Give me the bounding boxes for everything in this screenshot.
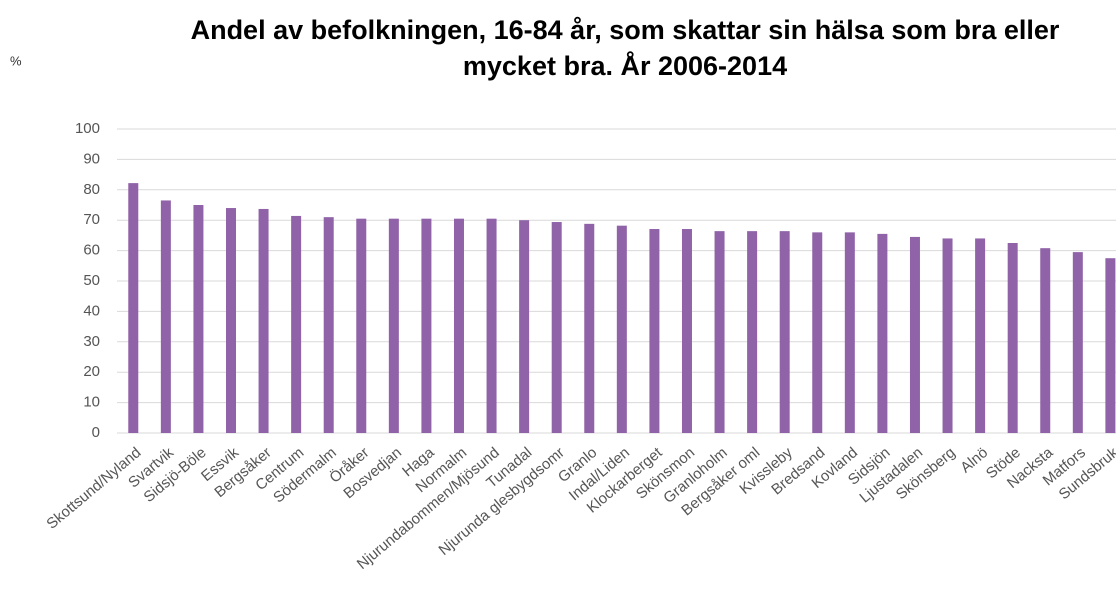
bar (1007, 243, 1018, 433)
chart-title: Andel av befolkningen, 16-84 år, som ska… (190, 15, 1060, 81)
bar (356, 218, 367, 433)
bar (584, 223, 595, 433)
bar (714, 231, 725, 433)
bar (388, 218, 399, 433)
bar (258, 208, 269, 433)
bar (649, 229, 660, 433)
bar (747, 231, 758, 433)
bar (551, 222, 562, 433)
y-tick-label: 0 (92, 424, 100, 441)
y-unit-label: % (10, 53, 22, 68)
bar (975, 238, 986, 433)
bar (942, 238, 953, 433)
bar (323, 217, 334, 433)
bar (909, 236, 920, 433)
bar (779, 231, 790, 433)
bar (1072, 252, 1083, 433)
bar (193, 205, 204, 433)
bar (486, 218, 497, 433)
bar (844, 232, 855, 433)
bar (519, 220, 530, 433)
bar (291, 215, 302, 433)
bar (812, 232, 823, 433)
y-tick-label: 40 (83, 302, 100, 319)
bar (160, 200, 171, 433)
bar (225, 208, 236, 433)
y-tick-label: 80 (83, 181, 100, 198)
bar (453, 218, 464, 433)
y-tick-label: 90 (83, 150, 100, 167)
y-tick-label: 70 (83, 211, 100, 228)
bar (1040, 248, 1051, 433)
bar (681, 229, 692, 433)
y-tick-label: 10 (83, 394, 100, 411)
y-tick-label: 60 (83, 242, 100, 259)
y-tick-label: 50 (83, 272, 100, 289)
bar (421, 218, 432, 433)
bar (877, 233, 888, 433)
bar (1105, 258, 1116, 433)
bar (128, 183, 139, 433)
x-tick-label: Skottsund/Nyland (43, 444, 144, 533)
y-tick-label: 30 (83, 333, 100, 350)
y-tick-label: 100 (75, 120, 100, 137)
bar (616, 225, 627, 433)
y-tick-label: 20 (83, 363, 100, 380)
